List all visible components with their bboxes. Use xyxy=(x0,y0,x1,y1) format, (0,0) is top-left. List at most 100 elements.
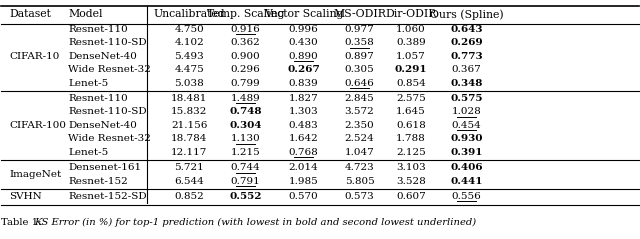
Text: 4.475: 4.475 xyxy=(175,65,204,74)
Text: 1.047: 1.047 xyxy=(344,148,374,157)
Text: 21.156: 21.156 xyxy=(171,121,207,130)
Text: 5.038: 5.038 xyxy=(175,79,204,88)
Text: 0.441: 0.441 xyxy=(451,177,483,186)
Text: 1.057: 1.057 xyxy=(396,52,426,61)
Text: 0.430: 0.430 xyxy=(289,38,318,47)
Text: 2.125: 2.125 xyxy=(396,148,426,157)
Text: 0.269: 0.269 xyxy=(451,38,483,47)
Text: 0.607: 0.607 xyxy=(396,192,426,201)
Text: 0.791: 0.791 xyxy=(230,177,260,186)
Text: Resnet-110-SD: Resnet-110-SD xyxy=(68,108,147,116)
Text: Resnet-152-SD: Resnet-152-SD xyxy=(68,192,147,201)
Text: 0.291: 0.291 xyxy=(395,65,428,74)
Text: 5.721: 5.721 xyxy=(175,163,204,172)
Text: DenseNet-40: DenseNet-40 xyxy=(68,121,137,130)
Text: 0.643: 0.643 xyxy=(451,25,483,34)
Text: 18.784: 18.784 xyxy=(171,134,207,143)
Text: 5.493: 5.493 xyxy=(175,52,204,61)
Text: 0.854: 0.854 xyxy=(396,79,426,88)
Text: 0.839: 0.839 xyxy=(289,79,318,88)
Text: Lenet-5: Lenet-5 xyxy=(68,79,109,88)
Text: Wide Resnet-32: Wide Resnet-32 xyxy=(68,134,151,143)
Text: Table 1:: Table 1: xyxy=(1,217,45,227)
Text: CIFAR-100: CIFAR-100 xyxy=(9,121,66,130)
Text: 0.930: 0.930 xyxy=(451,134,483,143)
Text: 0.768: 0.768 xyxy=(289,148,318,157)
Text: 6.544: 6.544 xyxy=(175,177,204,186)
Text: 15.832: 15.832 xyxy=(171,108,207,116)
Text: Wide Resnet-32: Wide Resnet-32 xyxy=(68,65,151,74)
Text: 0.556: 0.556 xyxy=(452,192,481,201)
Text: 0.852: 0.852 xyxy=(175,192,204,201)
Text: 0.573: 0.573 xyxy=(344,192,374,201)
Text: 2.014: 2.014 xyxy=(289,163,318,172)
Text: 0.391: 0.391 xyxy=(451,148,483,157)
Text: 0.773: 0.773 xyxy=(451,52,483,61)
Text: 0.897: 0.897 xyxy=(344,52,374,61)
Text: 0.744: 0.744 xyxy=(230,163,260,172)
Text: 5.805: 5.805 xyxy=(344,177,374,186)
Text: 0.552: 0.552 xyxy=(229,192,262,201)
Text: 4.723: 4.723 xyxy=(344,163,374,172)
Text: 2.524: 2.524 xyxy=(344,134,374,143)
Text: 1.303: 1.303 xyxy=(289,108,318,116)
Text: 1.788: 1.788 xyxy=(396,134,426,143)
Text: 0.362: 0.362 xyxy=(230,38,260,47)
Text: SVHN: SVHN xyxy=(9,192,42,201)
Text: KS Error (in %) for top-1 prediction (with lowest in bold and second lowest unde: KS Error (in %) for top-1 prediction (wi… xyxy=(35,217,477,227)
Text: 0.296: 0.296 xyxy=(230,65,260,74)
Text: 2.845: 2.845 xyxy=(344,94,374,103)
Text: 2.575: 2.575 xyxy=(396,94,426,103)
Text: 12.117: 12.117 xyxy=(171,148,207,157)
Text: 4.750: 4.750 xyxy=(175,25,204,34)
Text: Resnet-110: Resnet-110 xyxy=(68,25,128,34)
Text: 0.304: 0.304 xyxy=(229,121,262,130)
Text: 4.102: 4.102 xyxy=(175,38,204,47)
Text: 0.348: 0.348 xyxy=(451,79,483,88)
Text: 18.481: 18.481 xyxy=(171,94,207,103)
Text: 0.305: 0.305 xyxy=(344,65,374,74)
Text: Dataset: Dataset xyxy=(9,9,51,19)
Text: 1.645: 1.645 xyxy=(396,108,426,116)
Text: Uncalibrated: Uncalibrated xyxy=(154,9,225,19)
Text: 0.748: 0.748 xyxy=(229,108,262,116)
Text: Model: Model xyxy=(68,9,103,19)
Text: Resnet-110-SD: Resnet-110-SD xyxy=(68,38,147,47)
Text: 1.028: 1.028 xyxy=(452,108,481,116)
Text: Ours (Spline): Ours (Spline) xyxy=(429,9,504,20)
Text: 0.358: 0.358 xyxy=(344,38,374,47)
Text: 2.350: 2.350 xyxy=(344,121,374,130)
Text: ImageNet: ImageNet xyxy=(9,170,61,179)
Text: 0.367: 0.367 xyxy=(452,65,481,74)
Text: 1.489: 1.489 xyxy=(230,94,260,103)
Text: 1.130: 1.130 xyxy=(230,134,260,143)
Text: 0.575: 0.575 xyxy=(451,94,483,103)
Text: 0.646: 0.646 xyxy=(344,79,374,88)
Text: 0.996: 0.996 xyxy=(289,25,318,34)
Text: 0.799: 0.799 xyxy=(230,79,260,88)
Text: 3.528: 3.528 xyxy=(396,177,426,186)
Text: 3.572: 3.572 xyxy=(344,108,374,116)
Text: Temp. Scaling: Temp. Scaling xyxy=(207,9,284,19)
Text: 0.483: 0.483 xyxy=(289,121,318,130)
Text: 1.060: 1.060 xyxy=(396,25,426,34)
Text: Dir-ODIR: Dir-ODIR xyxy=(385,9,437,19)
Text: Resnet-110: Resnet-110 xyxy=(68,94,128,103)
Text: 1.985: 1.985 xyxy=(289,177,318,186)
Text: 0.977: 0.977 xyxy=(344,25,374,34)
Text: Lenet-5: Lenet-5 xyxy=(68,148,109,157)
Text: 0.406: 0.406 xyxy=(451,163,483,172)
Text: 0.389: 0.389 xyxy=(396,38,426,47)
Text: 0.618: 0.618 xyxy=(396,121,426,130)
Text: 0.916: 0.916 xyxy=(230,25,260,34)
Text: 0.890: 0.890 xyxy=(289,52,318,61)
Text: 0.570: 0.570 xyxy=(289,192,318,201)
Text: 0.267: 0.267 xyxy=(287,65,320,74)
Text: 1.827: 1.827 xyxy=(289,94,318,103)
Text: DenseNet-40: DenseNet-40 xyxy=(68,52,137,61)
Text: CIFAR-10: CIFAR-10 xyxy=(9,52,60,61)
Text: Vector Scaling: Vector Scaling xyxy=(264,9,343,19)
Text: Resnet-152: Resnet-152 xyxy=(68,177,128,186)
Text: 0.900: 0.900 xyxy=(230,52,260,61)
Text: Densenet-161: Densenet-161 xyxy=(68,163,141,172)
